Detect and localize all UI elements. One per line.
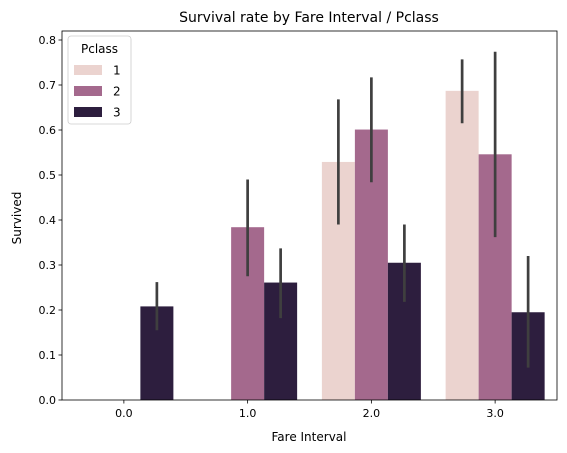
chart-title: Survival rate by Fare Interval / Pclass: [179, 10, 439, 26]
bar-pclass-1-fare-3.0: [445, 90, 479, 400]
y-tick-label: 0.1: [39, 349, 57, 362]
y-axis-label: Survived: [10, 192, 24, 245]
legend-title: Pclass: [81, 42, 118, 56]
plot-area: 0.0 0.1 0.2 0.3 0.4 0.5 0.6 0.7 0.8 0.0 1.0 2.0 3.0: [39, 30, 558, 420]
legend-swatch-pclass-1: [74, 65, 102, 75]
legend-label-pclass-1: 1: [113, 64, 121, 78]
x-tick-label: 3.0: [486, 407, 504, 420]
y-tick-label: 0.3: [39, 259, 57, 272]
x-tick-label: 2.0: [363, 407, 381, 420]
y-tick-label: 0.6: [39, 124, 57, 137]
y-tick-label: 0.5: [39, 169, 57, 182]
legend-label-pclass-2: 2: [113, 85, 121, 99]
y-tick-label: 0.2: [39, 304, 57, 317]
y-tick-label: 0.8: [39, 34, 57, 47]
plot-frame: [61, 30, 558, 401]
legend-label-pclass-3: 3: [113, 106, 121, 120]
y-tick-label: 0.4: [39, 214, 57, 227]
x-tick-label: 0.0: [115, 407, 133, 420]
x-tick-label: 1.0: [239, 407, 257, 420]
legend-box: [67, 35, 132, 125]
legend-swatch-pclass-2: [74, 86, 102, 96]
legend: Pclass 1 2 3: [67, 35, 132, 125]
y-tick-label: 0.0: [39, 394, 57, 407]
x-axis-label: Fare Interval: [272, 430, 347, 444]
legend-swatch-pclass-3: [74, 107, 102, 117]
y-tick-label: 0.7: [39, 79, 57, 92]
